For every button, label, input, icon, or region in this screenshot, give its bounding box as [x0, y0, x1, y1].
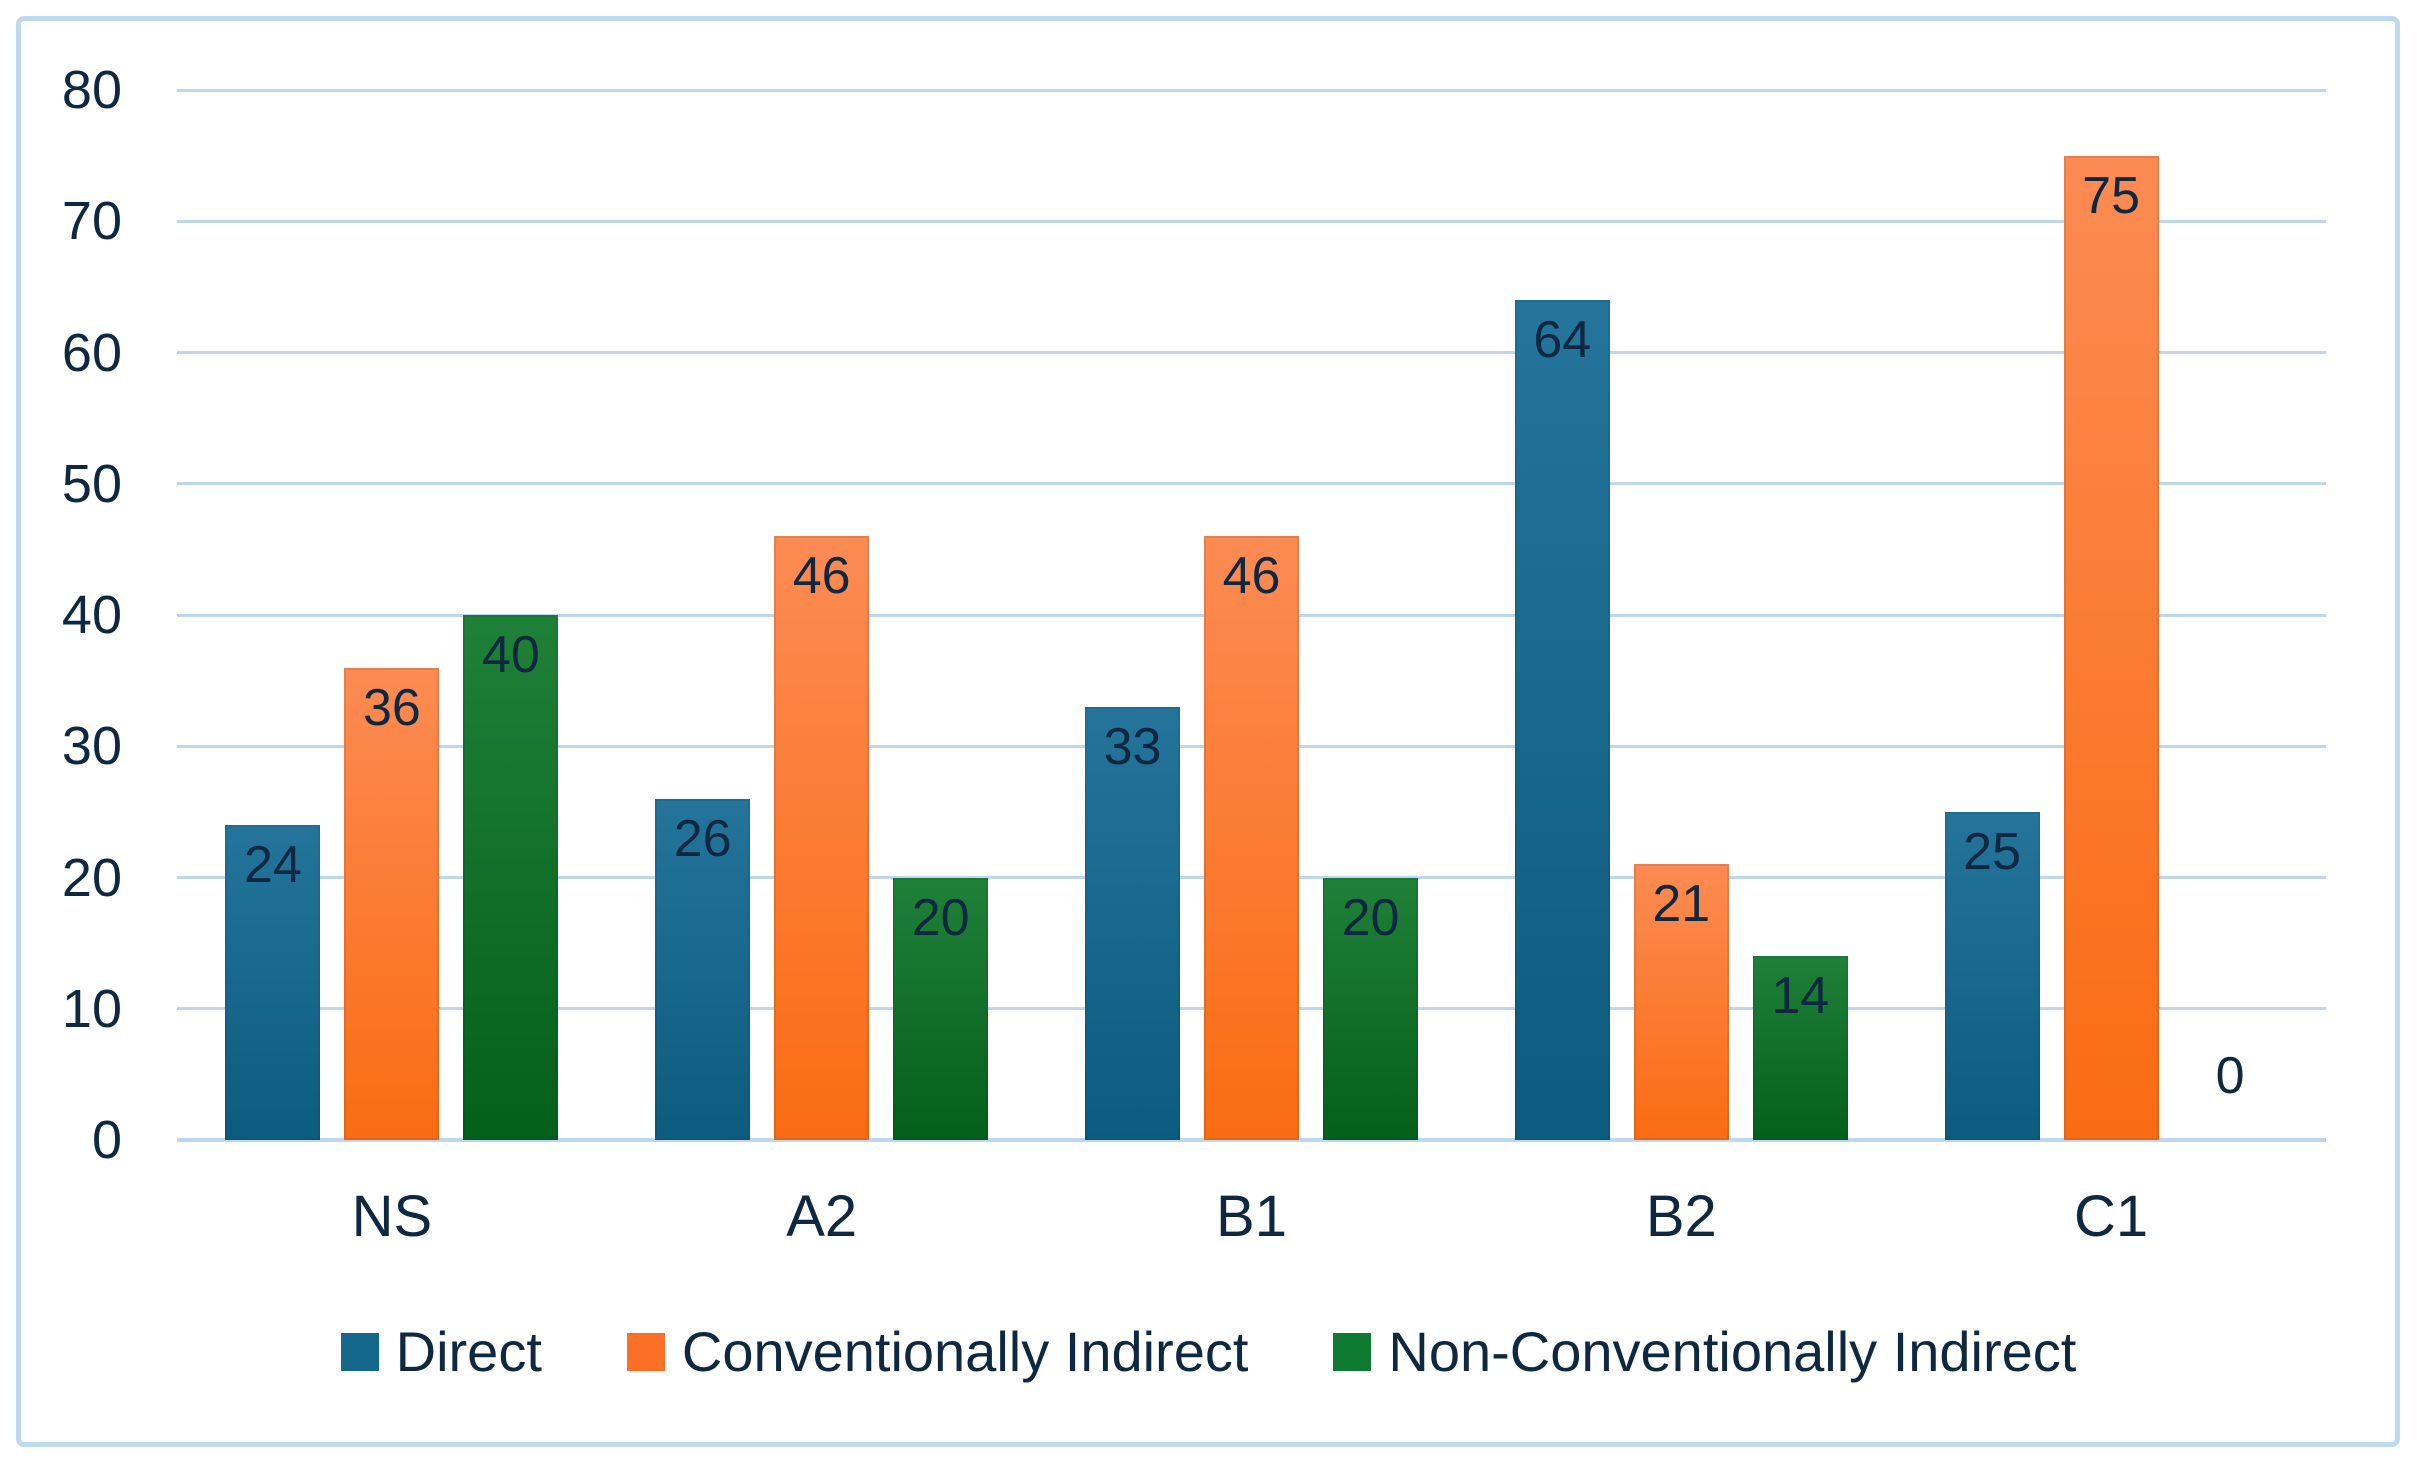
- bar-value-label-direct-ns: 24: [243, 836, 302, 894]
- y-tick-label-30: 30: [61, 716, 122, 777]
- bar-value-label-non-conventionally-indirect-a2: 20: [911, 888, 970, 947]
- gridline-80: [177, 88, 2326, 92]
- bar-value-label-non-conventionally-indirect-b1: 20: [1341, 888, 1400, 947]
- bar-value-label-direct-a2: 26: [673, 809, 732, 868]
- legend-label-non-conventionally-indirect: Non-Conventionally Indirect: [1388, 1320, 2077, 1383]
- bar-non-conventionally-indirect-ns: [463, 615, 559, 1140]
- bar-value-label-conventionally-indirect-c1: 75: [2082, 166, 2141, 225]
- legend-item-non-conventionally-indirect: Non-Conventionally Indirect: [1333, 1322, 2076, 1382]
- x-axis-label-b2: B2: [1645, 1184, 1717, 1249]
- y-tick-label-20: 20: [61, 847, 122, 908]
- y-tick-label-10: 10: [61, 978, 122, 1039]
- bar-conventionally-indirect-b2: [1633, 864, 1729, 1140]
- bar-value-label-conventionally-indirect-b1: 46: [1222, 547, 1281, 606]
- bar-direct-ns: [225, 825, 321, 1140]
- x-axis-label-b1: B1: [1216, 1184, 1287, 1249]
- legend-label-conventionally-indirect: Conventionally Indirect: [681, 1320, 1249, 1383]
- bar-value-label-non-conventionally-indirect-c1: 0: [2215, 1047, 2245, 1105]
- legend-swatch-conventionally-indirect: [626, 1333, 665, 1371]
- gridline-0: [177, 1138, 2326, 1142]
- bar-non-conventionally-indirect-b2: [1752, 956, 1848, 1140]
- y-tick-label-60: 60: [61, 322, 122, 383]
- y-tick-label-70: 70: [61, 191, 122, 252]
- bar-non-conventionally-indirect-b1: [1323, 877, 1418, 1140]
- bar-conventionally-indirect-b1: [1204, 536, 1299, 1140]
- x-axis-label-a2: A2: [786, 1184, 858, 1249]
- x-axis-label-c1: C1: [2074, 1184, 2149, 1249]
- bar-value-label-conventionally-indirect-ns: 36: [362, 678, 421, 737]
- bar-direct-b2: [1514, 300, 1610, 1140]
- bar-value-label-conventionally-indirect-a2: 46: [792, 547, 851, 606]
- legend-item-direct: Direct: [340, 1320, 542, 1383]
- y-tick-label-80: 80: [61, 60, 122, 120]
- bar-non-conventionally-indirect-a2: [893, 877, 989, 1140]
- bar-conventionally-indirect-ns: [344, 667, 440, 1140]
- legend-swatch-non-conventionally-indirect: [1333, 1333, 1372, 1371]
- y-tick-label-40: 40: [61, 585, 122, 645]
- bar-value-label-non-conventionally-indirect-b2: 14: [1771, 967, 1830, 1026]
- bar-value-label-direct-b1: 33: [1103, 717, 1162, 776]
- legend-item-conventionally-indirect: Conventionally Indirect: [626, 1320, 1249, 1383]
- gridline-70: [177, 219, 2326, 223]
- x-axis-label-ns: NS: [351, 1184, 433, 1249]
- bar-direct-c1: [1944, 811, 2040, 1140]
- bar-conventionally-indirect-c1: [2063, 155, 2159, 1140]
- y-tick-label-50: 50: [61, 453, 122, 514]
- bar-value-label-non-conventionally-indirect-ns: 40: [481, 626, 540, 684]
- chart-frame-border: [16, 16, 2400, 1447]
- gridline-50: [177, 482, 2326, 486]
- bar-direct-b1: [1085, 706, 1180, 1140]
- legend: Direct Conventionally Indirect Non-Convent…: [0, 1322, 2417, 1382]
- bar-direct-a2: [655, 798, 751, 1140]
- y-tick-label-0: 0: [91, 1110, 122, 1170]
- bar-value-label-direct-c1: 25: [1963, 822, 2022, 881]
- bar-value-label-direct-b2: 64: [1533, 311, 1592, 369]
- gridline-60: [177, 351, 2326, 354]
- bar-conventionally-indirect-a2: [774, 536, 870, 1140]
- legend-swatch-direct: [340, 1333, 379, 1371]
- bar-value-label-conventionally-indirect-b2: 21: [1652, 875, 1711, 934]
- legend-label-direct: Direct: [395, 1320, 542, 1383]
